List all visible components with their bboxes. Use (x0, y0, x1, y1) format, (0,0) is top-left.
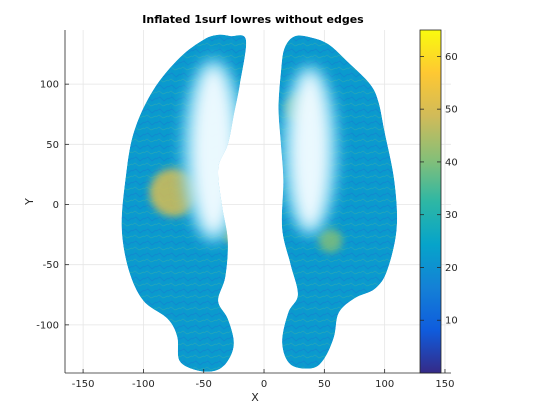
chart-title: Inflated 1surf lowres without edges (142, 13, 364, 26)
plot-axes (64, 30, 451, 374)
x-tick-label: -100 (132, 379, 155, 390)
right-hemisphere-surface (278, 35, 398, 369)
x-tick-label: 150 (435, 379, 454, 390)
x-tick-label: 0 (261, 379, 267, 390)
bright-region (290, 72, 330, 229)
x-tick-label: 50 (318, 379, 331, 390)
y-tick-label: 50 (46, 140, 59, 151)
x-axis-label: X (251, 391, 259, 404)
x-tick-label: 100 (375, 379, 394, 390)
y-tick-labels: -100 -50 0 50 100 (36, 80, 59, 332)
y-axis-label: Y (23, 198, 36, 206)
colorbar-tick-label: 60 (445, 52, 458, 63)
y-tick-label: -100 (36, 320, 59, 331)
colorbar-tick-label: 10 (445, 316, 458, 327)
colorbar: 10 20 30 40 50 60 (419, 29, 458, 374)
colorbar-tick-label: 20 (445, 263, 458, 274)
colorbar-gradient (419, 29, 442, 374)
y-tick-label: 0 (53, 200, 59, 211)
y-tick-label: -50 (43, 260, 59, 271)
hot-spot (318, 228, 343, 253)
colorbar-tick-label: 30 (445, 210, 458, 221)
axis-lines (64, 30, 451, 374)
x-tick-label: -150 (72, 379, 95, 390)
y-tick-label: 100 (40, 80, 59, 91)
x-tick-labels: -150 -100 -50 0 50 100 150 (72, 379, 455, 390)
colorbar-tick-label: 50 (445, 105, 458, 116)
colorbar-ticks: 10 20 30 40 50 60 (420, 52, 458, 327)
x-tick-label: -50 (196, 379, 212, 390)
colorbar-tick-label: 40 (445, 157, 458, 168)
surface-layer (121, 34, 398, 372)
